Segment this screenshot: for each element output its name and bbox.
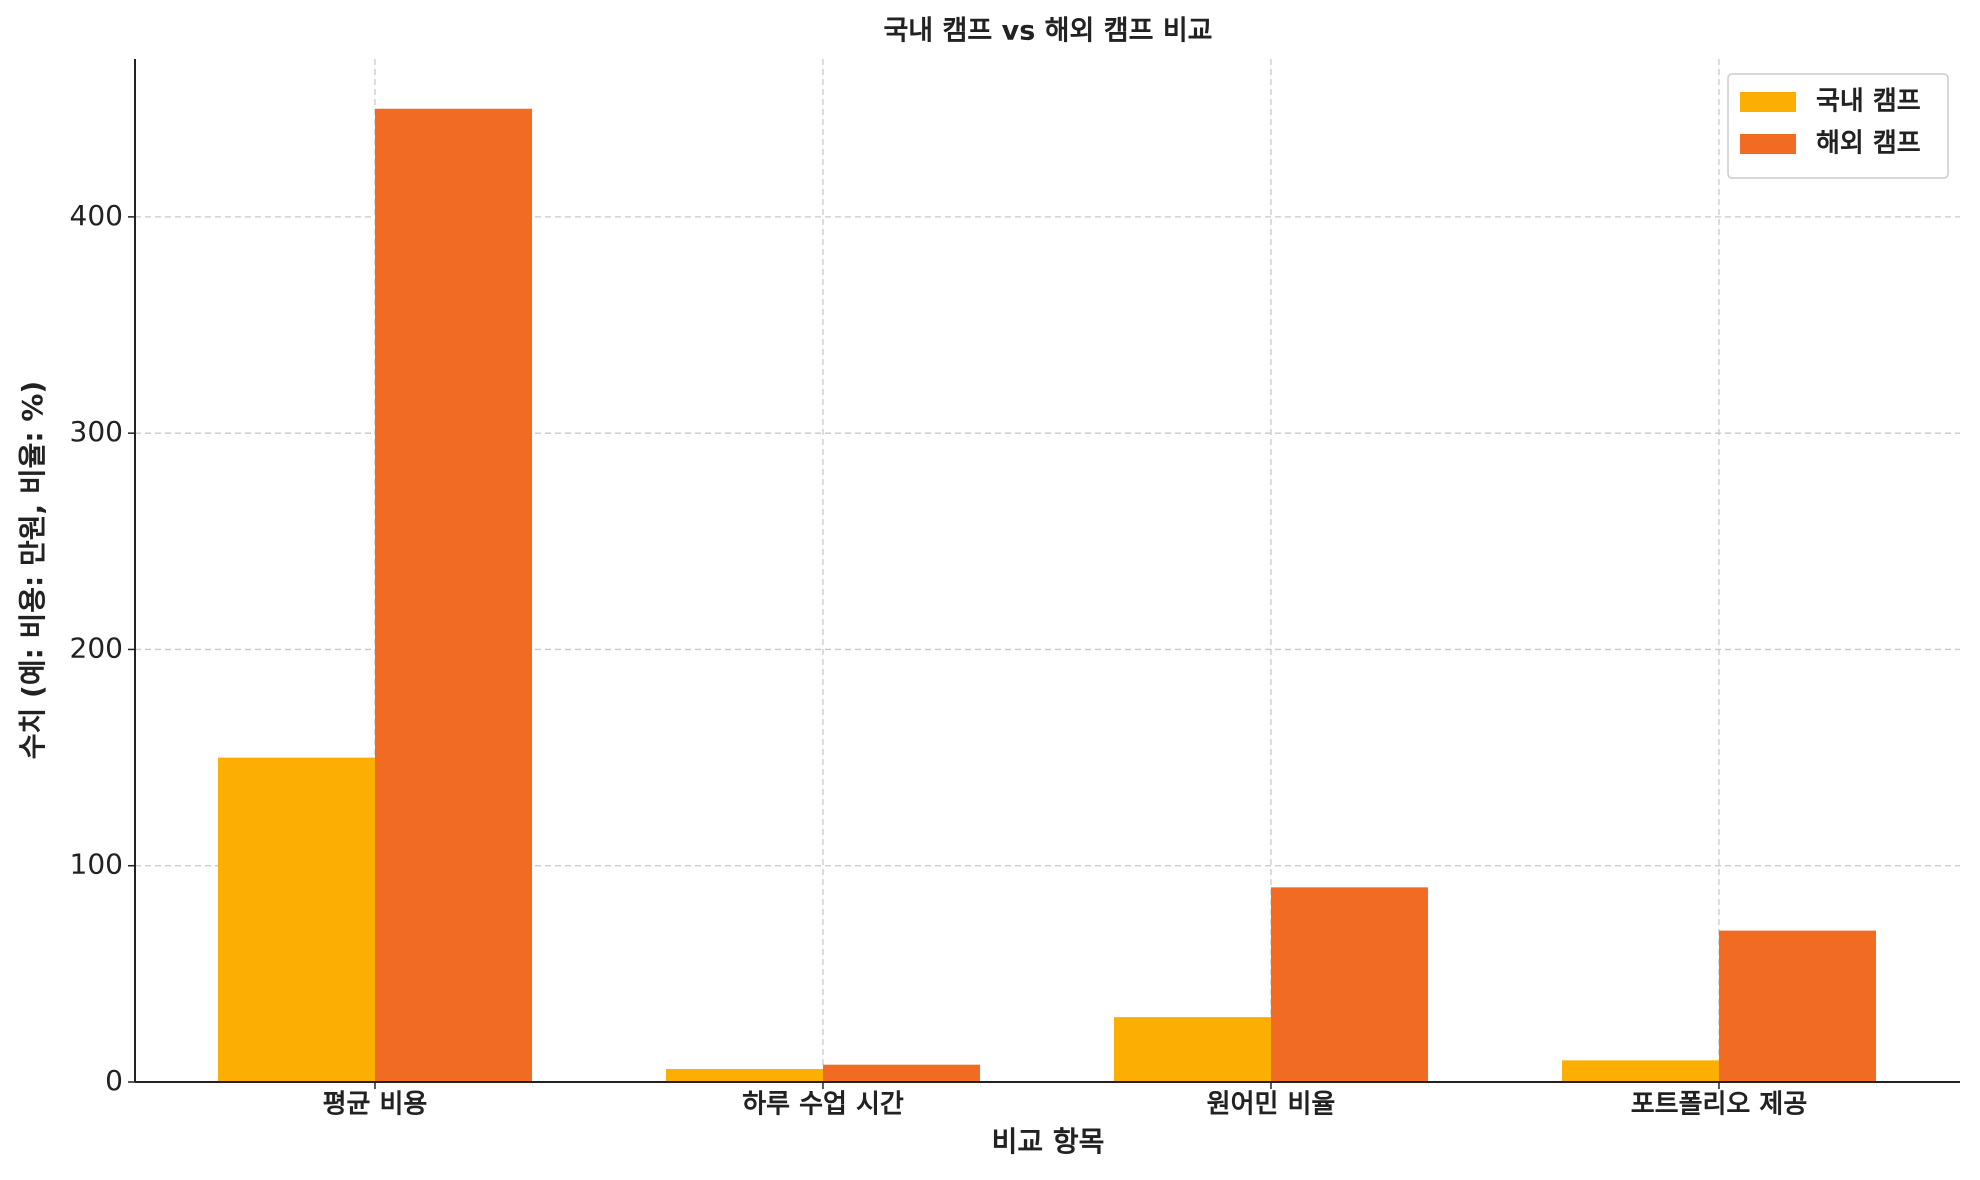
y-tick-label: 100	[70, 848, 123, 881]
legend-label: 국내 캠프	[1816, 87, 1921, 117]
bar	[666, 1069, 823, 1082]
bar	[375, 108, 532, 1082]
chart-title: 국내 캠프 vs 해외 캠프 비교	[883, 16, 1212, 47]
x-tick-label: 포트폴리오 제공	[1631, 1090, 1808, 1120]
y-tick-label: 0	[105, 1064, 123, 1097]
bar	[1562, 1060, 1719, 1082]
x-tick-label: 하루 수업 시간	[742, 1090, 904, 1120]
x-tick-label: 원어민 비율	[1207, 1090, 1336, 1120]
x-axis-label: 비교 항목	[992, 1125, 1105, 1158]
y-tick-label: 300	[70, 415, 123, 448]
legend-label: 해외 캠프	[1816, 129, 1921, 159]
legend-swatch	[1740, 92, 1796, 112]
bar	[1114, 1017, 1271, 1082]
bar	[218, 757, 375, 1082]
y-tick-label: 400	[70, 199, 123, 232]
x-tick-label: 평균 비용	[323, 1090, 428, 1120]
legend-swatch	[1740, 134, 1796, 154]
bar	[1271, 887, 1428, 1082]
y-axis-label: 수치 (예: 비용: 만원, 비율: %)	[16, 381, 49, 759]
bar	[823, 1064, 980, 1082]
y-tick-label: 200	[70, 631, 123, 664]
bar	[1719, 930, 1876, 1082]
